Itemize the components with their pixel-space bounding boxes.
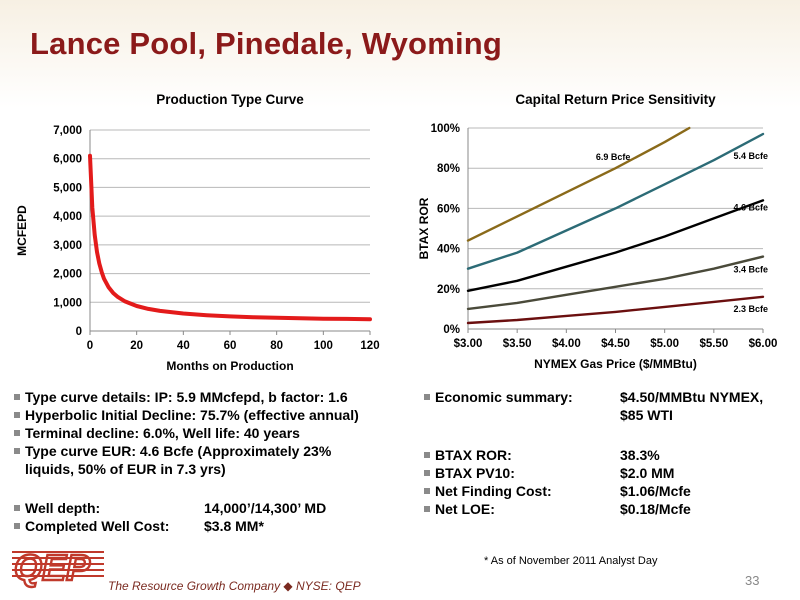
type-curve-ytick: 0 <box>76 326 82 338</box>
tagline-company: The Resource Growth Company <box>108 579 281 593</box>
right-bullet-1: Economic summary: <box>424 388 573 406</box>
type-curve-xtick: 80 <box>270 340 283 352</box>
price-sens-xtick: $5.00 <box>650 338 679 350</box>
bullet-square-icon <box>424 470 430 476</box>
right-bullet-3-label: BTAX PV10: <box>435 465 515 481</box>
right-bullet-1-continuation: $85 WTI <box>620 407 673 423</box>
type-curve-xtick: 60 <box>224 340 237 352</box>
price-sens-xtick: $6.00 <box>749 338 778 350</box>
price-sens-xtick: $3.50 <box>503 338 532 350</box>
price-sens-ytick: 0% <box>443 324 460 336</box>
left-bullet-1-text: Type curve details: IP: 5.9 MMcfepd, b f… <box>25 389 348 405</box>
type-curve-ytick: 6,000 <box>53 154 82 166</box>
price-sens-xtick: $5.50 <box>699 338 728 350</box>
price-sens-series-line-5 <box>466 295 765 325</box>
type-curve-ytick: 7,000 <box>53 125 82 137</box>
right-bullet-4: Net Finding Cost: <box>424 482 552 500</box>
bullet-square-icon <box>424 506 430 512</box>
price-sens-ylabel: BTAX ROR <box>417 197 431 259</box>
footnote: * As of November 2011 Analyst Day <box>484 555 658 567</box>
bullet-square-icon <box>424 394 430 400</box>
left-bullet-3: Terminal decline: 6.0%, Well life: 40 ye… <box>14 424 300 442</box>
left-bullet-3-text: Terminal decline: 6.0%, Well life: 40 ye… <box>25 425 300 441</box>
price-sens-series-line-2 <box>466 132 765 270</box>
price-sens-xtick: $4.50 <box>601 338 630 350</box>
left-bullet-2: Hyperbolic Initial Decline: 75.7% (effec… <box>14 406 359 424</box>
price-sens-ytick: 40% <box>437 244 460 256</box>
left-bullet-6-value: $3.8 MM* <box>204 518 264 534</box>
type-curve-ytick: 2,000 <box>53 269 82 281</box>
price-sens-xlabel: NYMEX Gas Price ($/MMBtu) <box>534 357 697 371</box>
bullet-square-icon <box>14 430 20 436</box>
price-sens-ytick: 80% <box>437 163 460 175</box>
page-number: 33 <box>745 573 760 588</box>
right-bullet-4-value: $1.06/Mcfe <box>620 483 691 499</box>
type-curve-xtick: 40 <box>177 340 190 352</box>
price-sens-series-label: 5.4 Bcfe <box>734 151 769 161</box>
price-sens-ytick: 60% <box>437 203 460 215</box>
price-sens-series-label: 4.6 Bcfe <box>734 202 769 212</box>
tagline: The Resource Growth Company ◆ NYSE: QEP <box>108 579 361 593</box>
price-sens-series-label: 3.4 Bcfe <box>734 265 769 275</box>
left-bullet-4: Type curve EUR: 4.6 Bcfe (Approximately … <box>14 442 331 460</box>
left-bullet-4-text: Type curve EUR: 4.6 Bcfe (Approximately … <box>25 443 332 459</box>
logo-stripes <box>12 551 104 577</box>
right-bullet-3: BTAX PV10: <box>424 464 515 482</box>
bullet-square-icon <box>14 394 20 400</box>
left-bullet-5-value: 14,000’/14,300’ MD <box>204 500 327 516</box>
price-sens-series-line-3 <box>466 199 765 292</box>
right-bullet-5: Net LOE: <box>424 500 495 518</box>
price-sens-xtick: $3.00 <box>454 338 483 350</box>
left-bullet-1: Type curve details: IP: 5.9 MMcfepd, b f… <box>14 388 348 406</box>
price-sens-series-line-1 <box>466 126 691 242</box>
left-bullet-5: Well depth: <box>14 499 100 517</box>
type-curve-ytick: 3,000 <box>53 240 82 252</box>
right-bullet-1-value: $4.50/MMBtu NYMEX, <box>620 389 764 405</box>
right-bullet-2: BTAX ROR: <box>424 446 512 464</box>
right-bullet-5-value: $0.18/Mcfe <box>620 501 691 517</box>
price-sens-title: Capital Return Price Sensitivity <box>515 92 716 107</box>
right-bullet-3-value: $2.0 MM <box>620 465 675 481</box>
diamond-icon: ◆ <box>283 579 293 593</box>
price-sens-ytick: 100% <box>431 123 460 135</box>
type-curve-title: Production Type Curve <box>156 92 304 107</box>
tagline-ticker: NYSE: QEP <box>296 579 361 593</box>
type-curve-series-line-1 <box>88 153 372 322</box>
bullet-square-icon <box>14 412 20 418</box>
right-bullet-2-value: 38.3% <box>620 447 660 463</box>
price-sens-ytick: 20% <box>437 284 460 296</box>
bullet-square-icon <box>14 523 20 529</box>
bullet-square-icon <box>14 448 20 454</box>
right-bullet-2-label: BTAX ROR: <box>435 447 512 463</box>
left-bullet-6: Completed Well Cost: <box>14 517 169 535</box>
type-curve-xtick: 20 <box>130 340 143 352</box>
type-curve-xtick: 100 <box>314 340 333 352</box>
price-sens-series-line-4 <box>466 255 765 311</box>
price-sens-series-label: 6.9 Bcfe <box>596 152 631 162</box>
left-bullet-5-label: Well depth: <box>25 500 101 516</box>
left-bullet-4-continuation: liquids, 50% of EUR in 7.3 yrs) <box>25 461 226 477</box>
left-bullet-2-text: Hyperbolic Initial Decline: 75.7% (effec… <box>25 407 359 423</box>
type-curve-xlabel: Months on Production <box>166 359 293 373</box>
right-bullet-1-label: Economic summary: <box>435 389 573 405</box>
bullet-square-icon <box>14 505 20 511</box>
bullet-square-icon <box>424 452 430 458</box>
left-bullet-6-label: Completed Well Cost: <box>25 518 170 534</box>
type-curve-xtick: 0 <box>87 340 93 352</box>
logo-text: QEP <box>14 547 91 588</box>
slide-title: Lance Pool, Pinedale, Wyoming <box>30 26 503 61</box>
type-curve-xtick: 120 <box>360 340 379 352</box>
price-sens-xtick: $4.00 <box>552 338 581 350</box>
right-bullet-5-label: Net LOE: <box>435 501 495 517</box>
type-curve-ytick: 5,000 <box>53 182 82 194</box>
right-bullet-4-label: Net Finding Cost: <box>435 483 552 499</box>
type-curve-ytick: 1,000 <box>53 297 82 309</box>
bullet-square-icon <box>424 488 430 494</box>
price-sens-series-label: 2.3 Bcfe <box>734 304 769 314</box>
type-curve-ytick: 4,000 <box>53 211 82 223</box>
type-curve-ylabel: MCFEPD <box>15 205 29 256</box>
qep-logo: QEP <box>12 546 104 589</box>
